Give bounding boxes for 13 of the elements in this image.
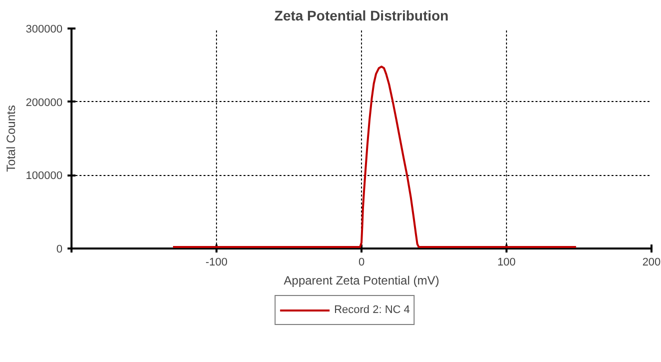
x-axis-title: Apparent Zeta Potential (mV) [284, 274, 440, 288]
legend-label: Record 2: NC 4 [334, 304, 410, 316]
x-tick-label: 200 [642, 256, 661, 268]
x-tick-label: -100 [205, 256, 228, 268]
y-axis-title: Total Counts [4, 105, 18, 172]
y-tick-label: 0 [56, 244, 63, 256]
chart-title: Zeta Potential Distribution [274, 8, 449, 24]
line-series [172, 66, 578, 248]
x-tick-label: 100 [497, 256, 516, 268]
y-tick-label: 300000 [26, 24, 63, 36]
y-tick-label: 200000 [26, 96, 63, 109]
x-tick-label: 0 [358, 256, 365, 268]
y-tick-label: 100000 [26, 170, 63, 182]
